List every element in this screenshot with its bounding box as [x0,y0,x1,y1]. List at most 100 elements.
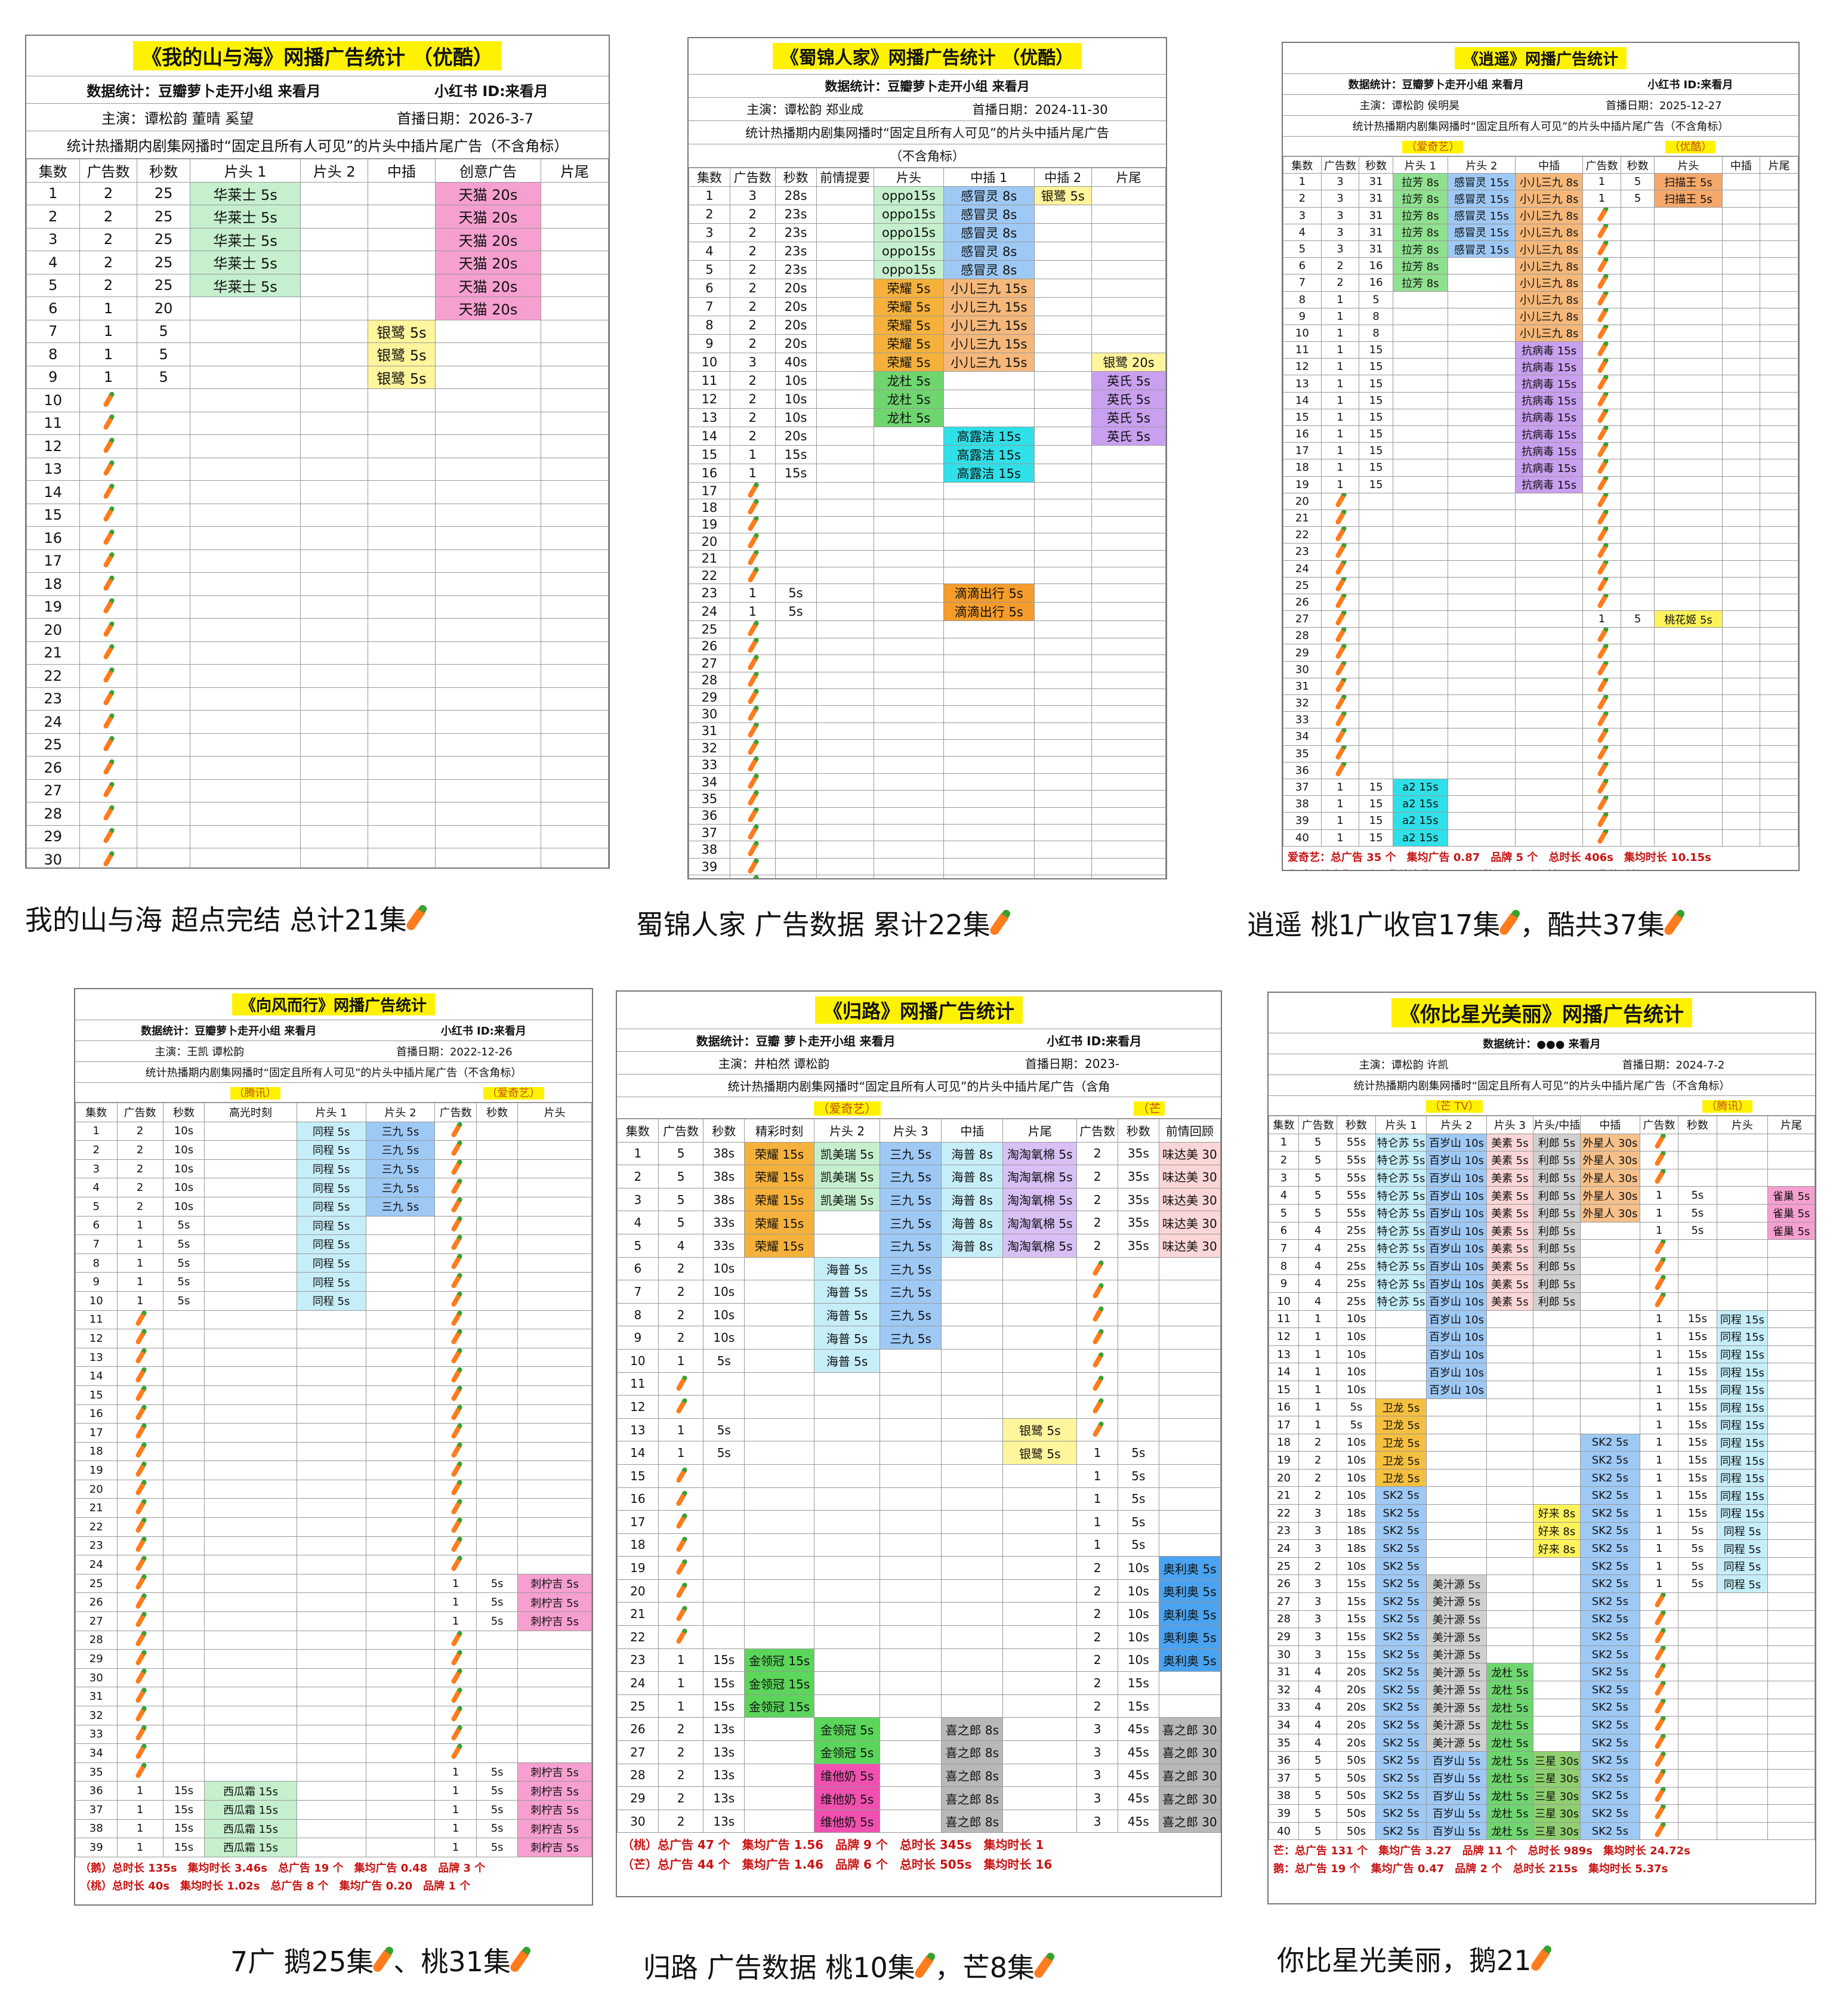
table-cell: 感冒灵 15s [1447,223,1516,241]
table-cell: 同程 5s [296,1215,366,1236]
episode-number: 16 [75,1404,118,1424]
column-header: 广告数 [434,1103,477,1122]
table-cell: 华莱士 5s [189,251,301,274]
table-cell: 龙杜 5s [1486,1786,1534,1805]
table-cell: 5 [1298,1786,1338,1805]
table-cell: 1 [1320,408,1360,427]
table-cell: 1 [658,1348,704,1373]
table-row: 38 5 50s SK2 5s 百岁山 5s 龙杜 5s 三星 30s SK2 5s [1269,1786,1815,1805]
carrot-icon [1335,511,1346,526]
table-cell: 1 [434,1781,477,1801]
table-cell: 20s [774,297,817,316]
table-cell: 三九 5s [880,1280,942,1304]
carrot-icon [450,1218,461,1233]
table-cell: 5s [703,1348,745,1373]
table-cell: 15 [1359,341,1393,359]
table-cell: 小儿三九 8s [1515,173,1584,191]
table-cell: 55s [1337,1186,1376,1205]
table-cell: 海普 8s [941,1233,1004,1258]
panel-title: 《我的山与海》网播广告统计 （优酷） [133,41,502,70]
episode-number: 25 [617,1694,659,1718]
carrot-icon [450,1313,461,1327]
table-cell: 15s [1678,1363,1717,1381]
column-header: 片尾 [1091,168,1166,187]
table-row: 16 [75,1404,592,1424]
table-cell: 45s [1117,1740,1159,1764]
table-cell: 25 [137,227,190,251]
carrot-icon [1335,561,1346,576]
table-row: 38 [689,841,1166,859]
table-cell: 卫龙 5s [1375,1416,1427,1434]
header-info: 统计热播期内剧集网播时“固定且所有人可见”的片头中插片尾广告（不含角标） [1283,116,1798,137]
table-cell: 外星人 30s [1579,1203,1640,1222]
table-cell: 扫描王 5s [1654,190,1723,208]
carrot-icon [747,691,758,705]
table-row: 21 [26,641,609,665]
table-cell: 拉芳 8s [1392,274,1448,292]
table-row: 36 [689,807,1166,825]
carrot-icon [913,1955,934,1980]
table-row: 39 1 15s 西瓜霜 15s 1 5s 刺柠吉 5s [75,1838,592,1857]
table-row: 16 1 5s [617,1487,1221,1511]
column-header: 片尾 [1002,1119,1078,1143]
table-cell: 10s [774,390,817,409]
table-cell: 同程 5s [296,1253,366,1273]
table-row: 5 2 10s 同程 5s 三九 5s [75,1196,592,1217]
carrot-icon [134,1501,146,1515]
episode-number: 29 [1283,644,1322,662]
table-cell: 1 [1320,778,1360,796]
episode-number: 9 [1269,1274,1300,1293]
table-cell: 2 [116,1159,163,1179]
table-cell: 海普 5s [814,1256,881,1281]
episode-number: 27 [617,1740,659,1764]
table-cell: 高露洁 15s [943,464,1035,483]
header-info: 首播日期：2023- [1024,1057,1120,1071]
table-cell: 1 [116,1838,163,1857]
table-cell: 5s [703,1418,745,1442]
episode-number: 22 [75,1517,118,1537]
table-cell: SK2 5s [1579,1698,1640,1717]
table-cell: oppo15s [873,260,945,279]
panel-title: 《逍遥》网播广告统计 [1454,47,1627,69]
table-row: 6 1 5s 同程 5s [75,1215,592,1236]
episode-number: 4 [75,1178,118,1197]
table-row: 6 2 20s 荣耀 5s 小儿三九 15s [689,279,1166,298]
table-cell: oppo15s [873,242,945,261]
table-cell: 三九 5s [365,1159,436,1179]
table-cell: 5 [1298,1168,1338,1187]
table-cell: 5s [1337,1416,1376,1434]
table-cell: 5 [1298,1768,1338,1787]
table-row: 24 1 15s 金领冠 15s 2 15s [617,1671,1221,1695]
table-cell: oppo15s [873,205,945,224]
carrot-icon [747,501,758,515]
column-header: 中插 [1515,156,1584,174]
table-cell: 荣耀 5s [873,279,945,298]
carrot-icon [1596,326,1607,340]
table-cell: 1 [1639,1416,1679,1434]
episode-number: 17 [1283,442,1322,460]
table-cell: 三九 5s [880,1211,942,1234]
table-cell: 15s [1337,1645,1376,1664]
table-cell: 2 [1298,1433,1338,1452]
column-header: 秒数 [774,168,817,187]
table-cell: 1 [434,1799,477,1820]
table-cell: 三九 5s [880,1326,942,1350]
table-cell: 2 [1076,1625,1118,1649]
episode-number: 15 [75,1385,118,1405]
table-cell: SK2 5s [1375,1521,1427,1540]
table-cell: 45s [1117,1763,1159,1787]
episode-number: 25 [75,1573,118,1594]
carrot-icon [675,1400,687,1415]
table-row: 6 4 25s 特仑苏 5s 百岁山 10s 美素 5s 利郎 5s 1 5s 雀巢 5s [1269,1221,1815,1240]
header-info: 主演：谭松韵 郑业成 [746,103,863,117]
episode-number: 31 [689,722,730,740]
caption: 我的山与海 超点完结 总计21集 [25,899,427,938]
episode-number: 3 [689,223,730,242]
table-cell: 1 [116,1291,163,1311]
table-cell: 2 [116,1178,163,1197]
table-cell: 美汁源 5s [1426,1628,1487,1646]
column-header: 秒数 [1337,1116,1376,1134]
table-row: 26 3 15s SK2 5s 美汁源 5s SK2 5s 1 5s 同程 5s [1269,1574,1815,1594]
table-cell: 1 [434,1573,477,1594]
table-cell: 15 [1359,442,1393,460]
